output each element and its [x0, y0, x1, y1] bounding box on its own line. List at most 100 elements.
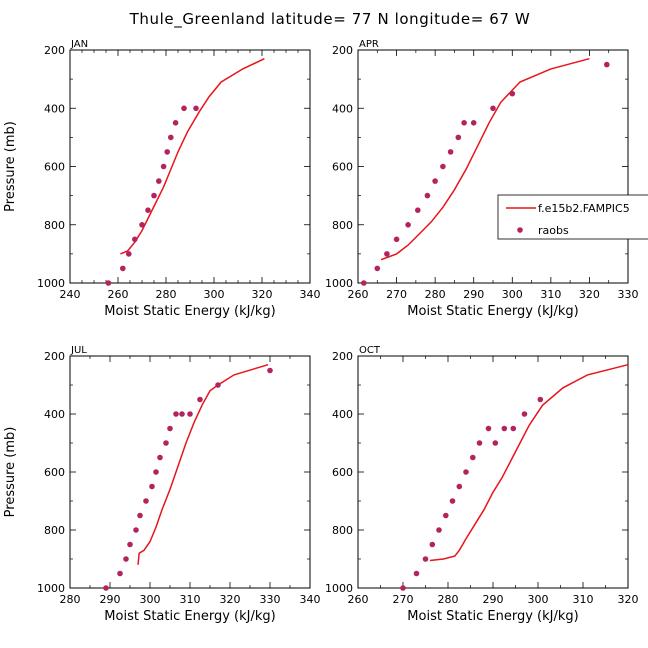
x-axis-label: Moist Static Energy (kJ/kg): [104, 609, 275, 624]
y-axis-label: Pressure (mb): [3, 427, 18, 518]
legend-obs-marker: [517, 227, 523, 233]
x-tick-label: 260: [108, 288, 129, 301]
panel-label: JUL: [70, 345, 87, 356]
x-tick-label: 310: [540, 288, 561, 301]
x-tick-label: 300: [140, 593, 161, 606]
obs-point: [400, 585, 406, 591]
obs-point: [604, 61, 610, 68]
obs-point: [456, 483, 463, 490]
legend: f.e15b2.FAMPIC5 raobs: [497, 194, 648, 240]
obs-point: [149, 483, 155, 490]
y-tick-label: 800: [44, 219, 65, 232]
obs-point: [117, 570, 123, 577]
panel-oct: OCT 260 270 280 290 300 310 320 200 400 600 800 1000…: [325, 345, 639, 624]
obs-point: [485, 425, 492, 432]
obs-point: [393, 236, 400, 243]
obs-point: [193, 105, 199, 112]
panel-jul: JUL 280 290 300 310 320 330 340 200 400 600 800 1000…: [3, 345, 321, 624]
obs-point: [172, 120, 179, 126]
obs-point: [463, 469, 469, 475]
x-tick-label: 280: [438, 593, 459, 606]
x-tick-label: 270: [386, 288, 407, 301]
y-tick-label: 400: [332, 102, 353, 115]
obs-point: [215, 382, 221, 388]
x-tick-label: 260: [348, 288, 369, 301]
obs-point: [449, 498, 456, 504]
x-axis-label: Moist Static Energy (kJ/kg): [407, 609, 578, 624]
model-series-line: [380, 57, 590, 261]
plot-frame: [357, 355, 629, 589]
x-tick-label: 320: [618, 593, 639, 606]
y-tick-label: 1000: [37, 582, 65, 595]
obs-point: [422, 556, 429, 562]
x-tick-label: 290: [483, 593, 504, 606]
obs-point: [143, 498, 149, 504]
plot-frame: [69, 49, 311, 284]
panel-label: JAN: [70, 39, 88, 50]
obs-point: [151, 192, 157, 199]
obs-point: [145, 207, 151, 213]
obs-point: [415, 207, 421, 213]
y-axis-label: Pressure (mb): [3, 121, 18, 212]
plot-frame: [69, 355, 311, 589]
y-tick-label: 600: [44, 466, 65, 479]
obs-point: [120, 265, 126, 272]
y-tick-label: 1000: [37, 277, 65, 290]
x-tick-label: 280: [425, 288, 446, 301]
x-tick-label: 340: [300, 593, 321, 606]
x-axis-label: Moist Static Energy (kJ/kg): [104, 304, 275, 319]
x-axis-label: Moist Static Energy (kJ/kg): [407, 304, 578, 319]
obs-point: [167, 425, 173, 432]
y-tick-label: 800: [332, 524, 353, 537]
y-tick-label: 600: [332, 161, 353, 174]
x-tick-label: 240: [60, 288, 81, 301]
obs-point: [157, 454, 163, 461]
obs-point: [133, 527, 139, 533]
obs-point: [127, 541, 133, 548]
model-series-line: [429, 363, 629, 562]
y-tick-label: 800: [44, 524, 65, 537]
y-tick-label: 400: [44, 408, 65, 421]
obs-point: [168, 134, 174, 141]
y-tick-label: 400: [44, 102, 65, 115]
obs-point: [105, 280, 112, 286]
y-tick-label: 1000: [325, 582, 353, 595]
y-tick-label: 200: [332, 350, 353, 363]
x-tick-label: 330: [260, 593, 281, 606]
obs-point: [126, 251, 132, 257]
x-tick-label: 260: [348, 593, 369, 606]
obs-point: [123, 556, 129, 562]
obs-point: [179, 411, 185, 417]
obs-point: [267, 367, 273, 374]
plot-frame: [357, 49, 629, 284]
obs-point: [510, 425, 517, 432]
obs-point: [461, 120, 467, 126]
x-tick-label: 320: [579, 288, 600, 301]
obs-point: [432, 178, 438, 184]
y-tick-label: 400: [332, 408, 353, 421]
y-tick-label: 600: [44, 161, 65, 174]
model-series-line: [137, 363, 269, 565]
obs-point: [501, 425, 508, 432]
y-tick-label: 600: [332, 466, 353, 479]
obs-point: [173, 411, 179, 417]
legend-box: [497, 194, 648, 240]
legend-model-label: f.e15b2.FAMPIC5: [538, 202, 630, 215]
x-tick-label: 340: [300, 288, 321, 301]
obs-point: [181, 105, 187, 112]
legend-obs-label: raobs: [538, 224, 569, 237]
x-tick-label: 310: [180, 593, 201, 606]
panel-label: APR: [359, 39, 379, 50]
obs-point: [470, 120, 477, 126]
obs-point: [103, 585, 109, 591]
y-tick-label: 200: [332, 44, 353, 57]
obs-point: [470, 454, 476, 461]
obs-point: [455, 134, 462, 141]
obs-point: [490, 105, 496, 112]
panel-label: OCT: [359, 345, 381, 356]
panel-jan: JAN 240 260 280 300 320 340 200 400 600 800 1000 Moi…: [3, 39, 321, 319]
obs-point: [153, 469, 159, 475]
x-tick-label: 330: [618, 288, 639, 301]
x-tick-label: 290: [463, 288, 484, 301]
